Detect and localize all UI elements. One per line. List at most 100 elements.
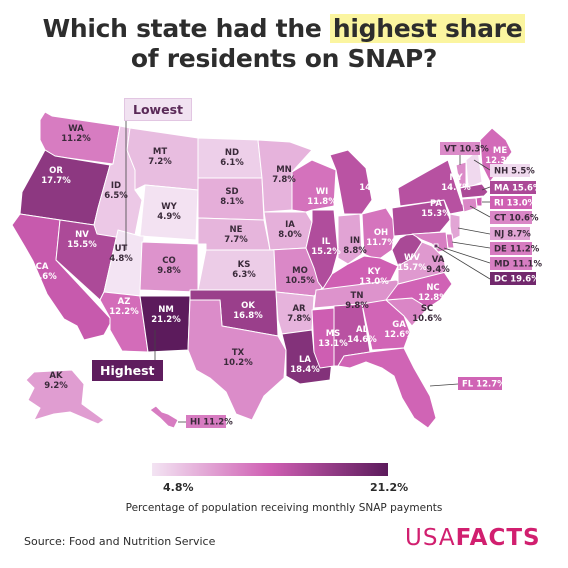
state-CT[interactable] (461, 197, 478, 213)
state-label-CO: CO 9.8% (157, 256, 181, 276)
leader-nj (457, 227, 491, 235)
callout-box-VT (440, 142, 480, 155)
callout-box-MA (490, 181, 536, 194)
state-AK[interactable] (25, 369, 105, 425)
state-label-MS: MS 13.1% (318, 329, 348, 349)
callout-NH: NH 5.5% (490, 164, 535, 177)
callout-text-MD: MD 11.1% (494, 260, 542, 270)
state-CA[interactable] (11, 213, 111, 341)
title-line-1-prefix: Which state had the (42, 14, 330, 43)
callout-text-RI: RI 13.0% (494, 199, 537, 209)
callout-box-HI (186, 415, 226, 428)
callout-FL: FL 12.7% (458, 377, 506, 390)
callout-HI: HI 11.2% (186, 415, 233, 428)
callout-box-FL (458, 377, 502, 390)
state-WA[interactable] (39, 111, 121, 165)
state-label-NE: NE 7.7% (224, 225, 248, 245)
state-MA[interactable] (459, 183, 489, 199)
logo-light-part: USA (405, 525, 456, 551)
state-label-NY: NY 14.7% (441, 173, 471, 193)
state-label-ME: ME 12.3% (485, 146, 515, 166)
state-label-WY: WY 4.9% (157, 202, 181, 222)
state-label-SC: SC 10.6% (412, 304, 442, 324)
state-label-AR: AR 7.8% (287, 304, 311, 324)
callout-DC: DC 19.6% (490, 272, 540, 285)
state-label-UT: UT 4.8% (109, 244, 133, 264)
callout-NJ: NJ 8.7% (490, 227, 531, 240)
state-label-NM: NM 21.2% (151, 305, 181, 325)
title-highlight: highest share (329, 14, 526, 43)
state-label-NC: NC 12.8% (418, 283, 448, 303)
state-IL[interactable] (305, 209, 339, 291)
legend-max-label: 21.2% (370, 481, 409, 494)
state-HI[interactable] (149, 405, 179, 429)
state-label-MO: MO 10.5% (285, 266, 315, 286)
state-label-CA: CA 13.6% (27, 262, 57, 282)
leader-ct (469, 205, 491, 218)
state-label-KY: KY 13.0% (359, 267, 389, 287)
state-label-NV: NV 15.5% (67, 230, 97, 250)
callout-box-CT (490, 211, 532, 224)
legend-caption: Percentage of population receiving month… (125, 502, 443, 514)
callout-text-VT: VT 10.3% (444, 145, 489, 155)
state-label-MI: MI 14.5% (359, 173, 389, 193)
state-MD[interactable] (411, 231, 449, 253)
state-label-WV: WV 15.7% (397, 253, 427, 273)
leader-de (451, 241, 491, 249)
state-WV[interactable] (391, 231, 423, 267)
state-callouts: VT 10.3% NH 5.5% MA 15.6% RI 13.0% CT 10.6% N… (186, 142, 542, 428)
state-labels: WA 11.2% OR 17.7% CA 13.6% NV 15.5% ID 6.5% MT 7.2%… (27, 124, 515, 391)
callout-box-MD (490, 257, 532, 270)
callout-box-NH (490, 164, 530, 177)
callout-DE: DE 11.2% (490, 242, 540, 255)
state-label-WA: WA 11.2% (61, 124, 91, 144)
state-WI[interactable] (291, 159, 337, 213)
state-label-IA: IA 8.0% (278, 220, 302, 240)
callout-text-NJ: NJ 8.7% (494, 230, 531, 240)
state-label-MN: MN 7.8% (272, 165, 296, 185)
state-label-IL: IL 15.2% (311, 237, 341, 257)
callout-text-NH: NH 5.5% (494, 167, 535, 177)
state-NC[interactable] (385, 271, 453, 309)
state-label-PA: PA 15.3% (421, 199, 451, 219)
leader-md (443, 247, 491, 264)
state-label-VA: VA 9.4% (426, 255, 450, 275)
leader-nh (473, 159, 491, 171)
state-VT[interactable] (455, 161, 467, 189)
state-label-LA: LA 18.4% (290, 355, 320, 375)
state-label-MT: MT 7.2% (148, 147, 172, 167)
state-label-TN: TN 9.8% (345, 291, 369, 311)
callout-RI: RI 13.0% (490, 196, 537, 209)
state-label-WI: WI 11.8% (307, 187, 337, 207)
state-label-ID: ID 6.5% (104, 181, 128, 201)
callout-text-MA: MA 15.6% (494, 184, 542, 194)
chart-title: Which state had the highest share of res… (0, 14, 568, 74)
legend-gradient-bar (152, 463, 388, 476)
state-MS[interactable] (311, 307, 335, 369)
state-label-SD: SD 8.1% (220, 187, 244, 207)
state-label-AZ: AZ 12.2% (109, 297, 139, 317)
callout-text-FL: FL 12.7% (462, 380, 506, 390)
state-label-ND: ND 6.1% (220, 148, 244, 168)
logo-bold-part: FACTS (455, 525, 541, 551)
callout-box-DE (490, 242, 532, 255)
callout-text-CT: CT 10.6% (494, 214, 539, 224)
legend-min-label: 4.8% (163, 481, 194, 494)
state-IN[interactable] (337, 213, 363, 265)
callout-CT: CT 10.6% (490, 211, 539, 224)
leader-dc (435, 245, 491, 280)
callout-text-HI: HI 11.2% (190, 418, 233, 428)
state-MI[interactable] (329, 149, 373, 215)
callout-MD: MD 11.1% (490, 257, 542, 270)
state-LA[interactable] (281, 329, 333, 385)
state-FL[interactable] (337, 347, 437, 429)
state-TX[interactable] (187, 299, 287, 421)
state-NJ[interactable] (449, 213, 461, 241)
state-label-OK: OK 16.8% (233, 301, 263, 321)
lowest-tag: Lowest (124, 98, 192, 121)
state-WY[interactable] (139, 184, 199, 241)
state-label-KS: KS 6.3% (232, 260, 256, 280)
callout-text-DE: DE 11.2% (494, 245, 540, 255)
source-note: Source: Food and Nutrition Service (24, 535, 216, 548)
